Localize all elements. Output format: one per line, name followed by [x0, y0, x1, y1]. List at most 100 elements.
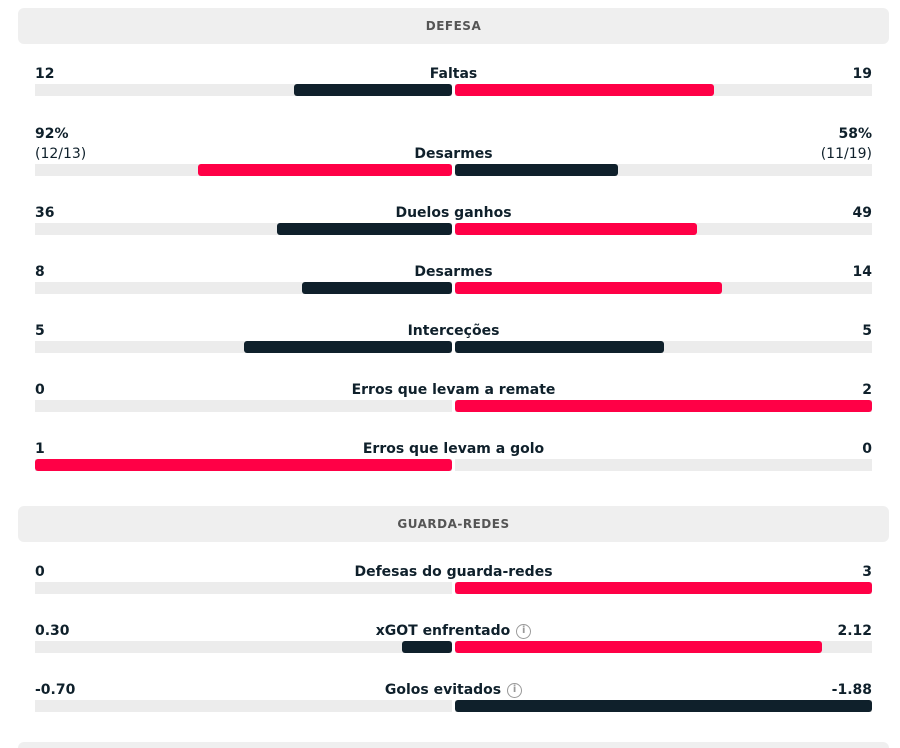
home-bar-track — [35, 641, 452, 653]
section-title: DEFESA — [425, 19, 482, 33]
home-value-text: 92% — [35, 126, 69, 142]
stat-label: Erros que levam a remate — [351, 382, 556, 398]
away-value-text: 14 — [852, 264, 872, 280]
away-value: 5 — [812, 321, 872, 341]
stat-row: 0.30 xGOT enfrentado i 2.12 — [35, 602, 872, 661]
comparison-bar — [35, 341, 872, 353]
section-header-defesa: DEFESA — [18, 8, 889, 44]
away-value: 58% (11/19) — [812, 124, 872, 164]
away-value-text: 3 — [862, 564, 872, 580]
away-bar-fill — [455, 84, 714, 96]
away-value: 14 — [812, 262, 872, 282]
away-bar-fill — [455, 582, 872, 594]
away-value: 49 — [812, 203, 872, 223]
comparison-bar — [35, 459, 872, 471]
home-bar-fill — [401, 641, 452, 653]
home-value-text: 8 — [35, 264, 45, 280]
home-value: 0 — [35, 380, 95, 400]
home-bar-track — [35, 582, 452, 594]
home-value: 0 — [35, 562, 95, 582]
home-value-text: 1 — [35, 441, 45, 457]
away-value-text: -1.88 — [831, 682, 872, 698]
home-value: 12 — [35, 64, 95, 84]
stat-row: 5 Interceções 5 — [35, 302, 872, 361]
defense-stats: 12 Faltas 19 92% (12/13) Desarmes 58% (11/… — [35, 44, 872, 479]
home-value-text: 0 — [35, 382, 45, 398]
away-value: -1.88 — [812, 680, 872, 700]
home-bar-track — [35, 459, 452, 471]
away-value-text: 19 — [852, 66, 872, 82]
stat-label: xGOT enfrentado — [375, 623, 511, 639]
home-bar-fill — [243, 341, 452, 353]
home-bar-fill — [301, 282, 452, 294]
away-bar-fill — [455, 700, 872, 712]
stat-label: Duelos ganhos — [395, 205, 512, 221]
home-bar-fill — [197, 164, 452, 176]
home-bar-track — [35, 282, 452, 294]
comparison-bar — [35, 84, 872, 96]
home-value: 92% (12/13) — [35, 124, 95, 164]
stat-label: Desarmes — [414, 264, 493, 280]
away-value: 2.12 — [812, 621, 872, 641]
away-value-text: 5 — [862, 323, 872, 339]
away-value: 0 — [812, 439, 872, 459]
away-bar-track — [455, 641, 872, 653]
home-value: 0.30 — [35, 621, 95, 641]
away-bar-fill — [455, 400, 872, 412]
home-value: 8 — [35, 262, 95, 282]
home-value-text: 0 — [35, 564, 45, 580]
stat-row: -0.70 Golos evitados i -1.88 — [35, 661, 872, 720]
home-value-text: -0.70 — [35, 682, 76, 698]
home-bar-track — [35, 400, 452, 412]
stat-label: Golos evitados — [384, 682, 502, 698]
away-value-text: 58% — [838, 126, 872, 142]
away-bar-track — [455, 164, 872, 176]
away-value-text: 2 — [862, 382, 872, 398]
info-icon[interactable]: i — [507, 682, 523, 698]
away-bar-track — [455, 84, 872, 96]
stat-row: 1 Erros que levam a golo 0 — [35, 420, 872, 479]
section-header-guarda-redes: GUARDA-REDES — [18, 506, 889, 542]
away-bar-track — [455, 582, 872, 594]
away-bar-fill — [455, 282, 722, 294]
info-icon[interactable]: i — [516, 623, 532, 639]
home-value-detail: (12/13) — [35, 146, 87, 162]
comparison-bar — [35, 164, 872, 176]
stat-label: Desarmes — [414, 146, 493, 162]
home-bar-track — [35, 164, 452, 176]
away-bar-track — [455, 282, 872, 294]
stat-row: 92% (12/13) Desarmes 58% (11/19) — [35, 104, 872, 184]
home-value: 5 — [35, 321, 95, 341]
goalkeeper-stats: 0 Defesas do guarda-redes 3 0.30 xGOT en… — [35, 542, 872, 720]
stat-row: 0 Erros que levam a remate 2 — [35, 361, 872, 420]
stat-label: Erros que levam a golo — [362, 441, 545, 457]
away-bar-fill — [455, 223, 697, 235]
away-value-text: 0 — [862, 441, 872, 457]
away-bar-fill — [455, 641, 822, 653]
comparison-bar — [35, 282, 872, 294]
away-bar-fill — [455, 164, 618, 176]
stat-row: 36 Duelos ganhos 49 — [35, 184, 872, 243]
stat-label: Faltas — [429, 66, 478, 82]
comparison-bar — [35, 700, 872, 712]
away-value-text: 49 — [852, 205, 872, 221]
home-bar-track — [35, 341, 452, 353]
home-bar-track — [35, 84, 452, 96]
section-title: GUARDA-REDES — [397, 517, 510, 531]
home-value-text: 12 — [35, 66, 55, 82]
away-bar-fill — [455, 341, 664, 353]
home-bar-track — [35, 700, 452, 712]
stat-label: Defesas do guarda-redes — [354, 564, 553, 580]
next-section-header — [18, 742, 889, 748]
home-bar-fill — [35, 459, 452, 471]
home-value: 36 — [35, 203, 95, 223]
comparison-bar — [35, 582, 872, 594]
home-bar-fill — [293, 84, 452, 96]
home-value-text: 0.30 — [35, 623, 70, 639]
home-value-text: 5 — [35, 323, 45, 339]
away-value-detail: (11/19) — [820, 146, 872, 162]
away-value: 3 — [812, 562, 872, 582]
away-bar-track — [455, 700, 872, 712]
home-value: -0.70 — [35, 680, 95, 700]
comparison-bar — [35, 223, 872, 235]
